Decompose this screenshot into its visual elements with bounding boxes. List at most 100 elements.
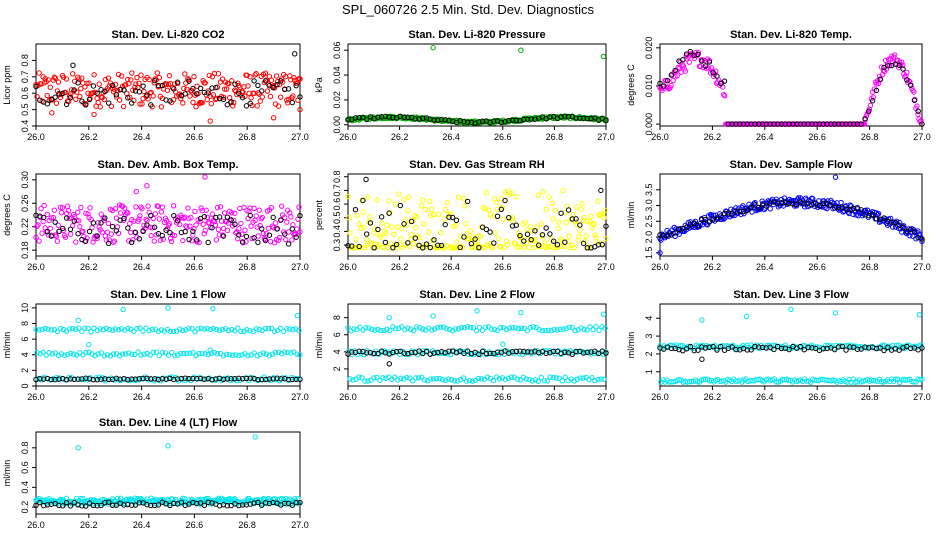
- data-point: [243, 238, 249, 245]
- data-point: [346, 214, 352, 221]
- data-point: [502, 197, 508, 204]
- data-point: [345, 242, 351, 249]
- x-tick-label: 26.8: [861, 392, 879, 402]
- data-point: [78, 204, 84, 211]
- panel-title: Stan. Dev. Gas Stream RH: [409, 159, 545, 171]
- data-point: [416, 242, 422, 249]
- data-point: [83, 503, 89, 509]
- data-point: [293, 500, 299, 506]
- data-point: [782, 121, 789, 127]
- data-point: [831, 121, 838, 127]
- data-point: [558, 114, 564, 120]
- data-point: [186, 78, 192, 84]
- data-point: [69, 325, 76, 332]
- data-point: [363, 242, 369, 248]
- data-point: [916, 311, 923, 318]
- x-tick-label: 26.4: [756, 262, 774, 272]
- data-point: [873, 216, 880, 222]
- x-tick-label: 27.0: [597, 132, 615, 142]
- data-point: [296, 204, 302, 210]
- data-point: [114, 376, 121, 383]
- x-tick-label: 26.2: [704, 132, 722, 142]
- data-point: [437, 229, 444, 236]
- data-point: [57, 325, 64, 332]
- data-point: [812, 200, 819, 206]
- data-point: [278, 217, 284, 223]
- data-point: [412, 235, 419, 241]
- data-point: [79, 503, 85, 509]
- data-point: [125, 210, 131, 216]
- data-point: [190, 86, 196, 92]
- data-point: [141, 222, 147, 228]
- data-point: [729, 121, 735, 127]
- data-point: [225, 327, 232, 334]
- x-tick-label: 26.0: [27, 392, 45, 402]
- data-point: [554, 244, 560, 251]
- data-point: [99, 375, 105, 381]
- data-point: [235, 325, 241, 331]
- data-point: [498, 206, 505, 213]
- data-point: [133, 499, 139, 506]
- data-point: [538, 374, 544, 381]
- data-point: [919, 345, 925, 351]
- data-point: [117, 376, 123, 382]
- data-point: [188, 214, 194, 221]
- data-point: [599, 242, 605, 248]
- data-point: [190, 99, 196, 106]
- data-point: [230, 352, 236, 358]
- data-point: [45, 77, 51, 83]
- data-point: [48, 376, 55, 383]
- data-point: [820, 200, 826, 207]
- data-point: [89, 224, 95, 231]
- data-point: [146, 76, 152, 83]
- data-point: [509, 117, 516, 123]
- data-point: [251, 205, 257, 212]
- data-point: [136, 89, 143, 95]
- data-point: [422, 206, 429, 213]
- data-point: [264, 88, 271, 94]
- data-point: [232, 376, 238, 382]
- data-point: [34, 93, 40, 100]
- data-point: [52, 376, 58, 383]
- data-point: [76, 325, 82, 331]
- data-point: [186, 325, 192, 331]
- data-point: [132, 229, 139, 236]
- data-point: [224, 227, 231, 234]
- data-point: [65, 208, 72, 214]
- data-point: [95, 99, 101, 106]
- data-point: [290, 326, 296, 333]
- data-point: [526, 244, 532, 251]
- data-point: [268, 325, 275, 332]
- data-point: [150, 349, 156, 355]
- data-point: [907, 82, 914, 88]
- data-point: [232, 328, 238, 334]
- data-point: [147, 352, 153, 358]
- data-point: [500, 216, 507, 223]
- data-point: [554, 241, 561, 248]
- data-point: [229, 326, 235, 333]
- data-point: [460, 375, 467, 381]
- data-point: [38, 205, 44, 212]
- data-point: [405, 114, 411, 120]
- y-tick-label: 3.0: [644, 199, 654, 212]
- data-point: [467, 228, 474, 234]
- data-point: [554, 327, 560, 333]
- data-point: [524, 349, 531, 355]
- data-point: [695, 223, 701, 229]
- data-point: [691, 347, 697, 354]
- data-point: [345, 324, 351, 331]
- data-point: [98, 502, 104, 509]
- x-tick-label: 26.2: [391, 392, 409, 402]
- data-point: [573, 221, 579, 228]
- data-point: [867, 102, 874, 109]
- data-point: [778, 345, 785, 352]
- data-point: [914, 103, 920, 109]
- y-tick-label: 0.5: [332, 211, 342, 224]
- data-point: [165, 305, 171, 311]
- data-point: [238, 220, 244, 227]
- data-point: [453, 217, 460, 224]
- data-point: [253, 70, 259, 77]
- data-point: [66, 326, 73, 332]
- data-point: [756, 121, 762, 127]
- data-point: [464, 323, 471, 330]
